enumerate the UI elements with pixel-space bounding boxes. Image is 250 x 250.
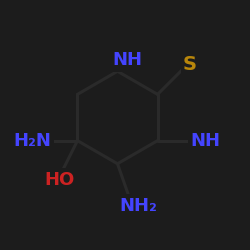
Text: NH: NH xyxy=(190,132,220,150)
Text: HO: HO xyxy=(45,170,75,188)
Text: NH₂: NH₂ xyxy=(120,196,158,214)
Text: S: S xyxy=(183,55,197,74)
Text: H₂N: H₂N xyxy=(14,132,52,150)
Text: NH: NH xyxy=(112,51,142,69)
